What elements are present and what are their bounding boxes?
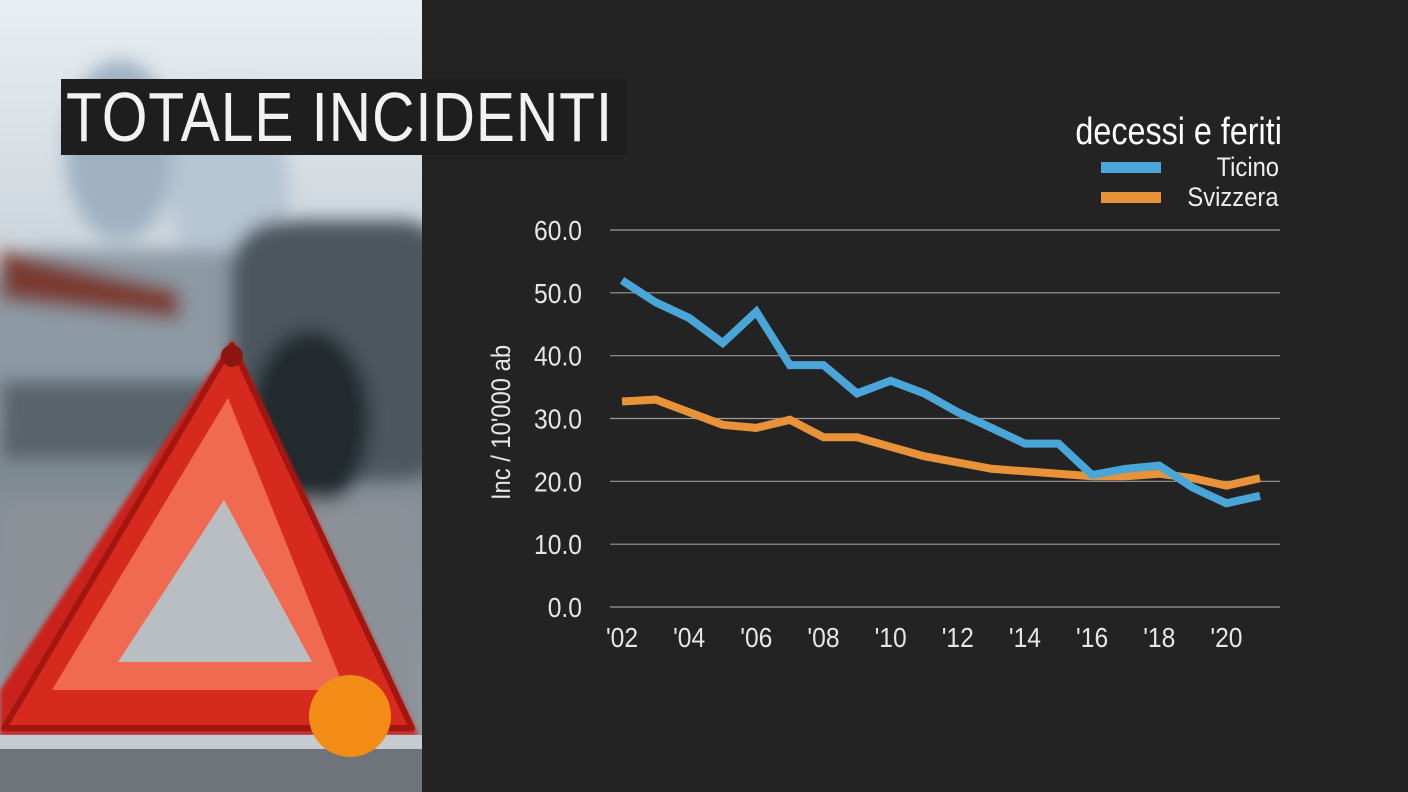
x-tick-label: '14 <box>1009 622 1041 654</box>
legend-title: decessi e feriti <box>1075 111 1282 153</box>
legend-swatch-svizzera <box>1101 192 1161 203</box>
y-tick-label: 20.0 <box>534 466 582 498</box>
y-tick-label: 60.0 <box>534 215 582 247</box>
x-tick-label: '16 <box>1076 622 1108 654</box>
accent-dot <box>309 675 391 757</box>
x-tick-label: '10 <box>875 622 907 654</box>
x-tick-label: '12 <box>942 622 974 654</box>
x-tick-label: '04 <box>673 622 705 654</box>
legend-label-svizzera: Svizzera <box>1187 182 1279 212</box>
page-title: TOTALE INCIDENTI <box>66 78 614 156</box>
x-tick-label: '20 <box>1210 622 1242 654</box>
legend-item-svizzera: Svizzera <box>1101 183 1279 211</box>
x-tick-label: '02 <box>606 622 638 654</box>
legend-swatch-ticino <box>1101 162 1161 173</box>
y-tick-label: 0.0 <box>548 592 582 624</box>
y-tick-label: 50.0 <box>534 277 582 309</box>
series-line-svizzera <box>621 395 1261 490</box>
y-tick-label: 30.0 <box>534 403 582 435</box>
legend-label-ticino: Ticino <box>1216 152 1279 182</box>
y-axis-label: Inc / 10'000 ab <box>487 345 517 500</box>
title-background <box>61 79 626 155</box>
legend-item-ticino: Ticino <box>1101 153 1279 181</box>
series-line-ticino <box>619 276 1261 508</box>
x-tick-label: '08 <box>807 622 839 654</box>
x-tick-label: '06 <box>740 622 772 654</box>
y-tick-label: 40.0 <box>534 340 582 372</box>
x-tick-label: '18 <box>1143 622 1175 654</box>
y-tick-label: 10.0 <box>534 529 582 561</box>
line-chart: 0.0 10.0 20.0 30.0 40.0 50.0 60.0 '02 '04 '06 '08 '… <box>487 215 1280 654</box>
